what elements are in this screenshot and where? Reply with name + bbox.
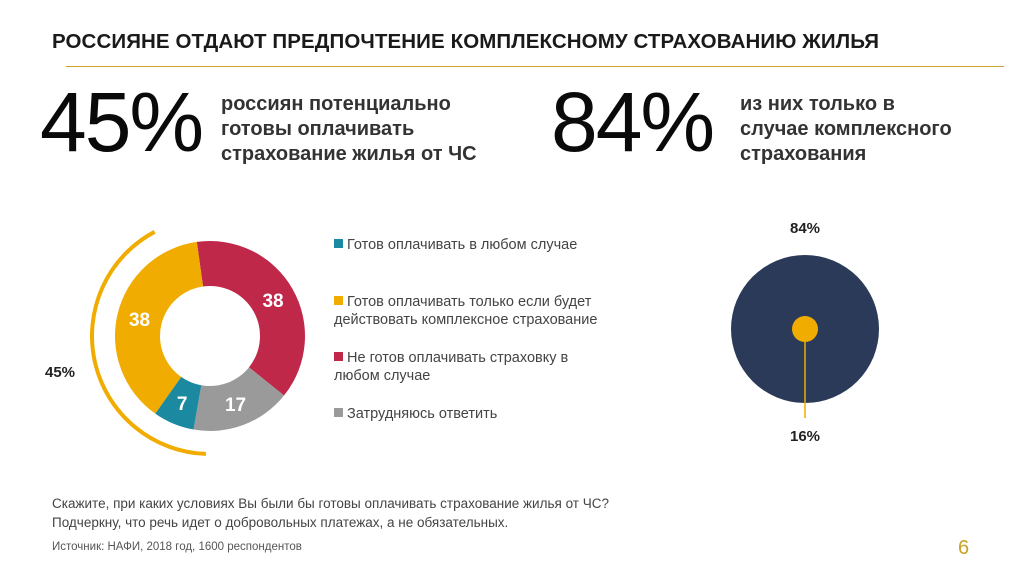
- legend-swatch: [334, 296, 343, 305]
- stat-text-line: страхования: [740, 143, 867, 165]
- bracket-arc: [90, 230, 206, 456]
- page-number: 6: [958, 537, 970, 559]
- stat-text-line: случае комплексного: [740, 118, 952, 140]
- stat-text-line: россиян потенциально: [221, 93, 451, 115]
- legend-swatch: [334, 239, 343, 248]
- legend-label: Готов оплачивать в любом случае: [347, 237, 578, 253]
- donut-value-label: 38: [262, 291, 283, 312]
- pie-value-label: 16%: [790, 428, 820, 445]
- legend-item-not-ready: Не готов оплачивать страховку в любом сл…: [334, 349, 614, 385]
- legend-swatch: [334, 352, 343, 361]
- title-underline: [66, 66, 1004, 67]
- legend-swatch: [334, 408, 343, 417]
- donut-segment-not-ready: [196, 241, 306, 396]
- legend-label: Готов оплачивать только если будет дейст…: [334, 294, 598, 328]
- legend-item-hard-to-say: Затрудняюсь ответить: [334, 405, 624, 423]
- page-title: РОССИЯНЕ ОТДАЮТ ПРЕДПОЧТЕНИЕ КОМПЛЕКСНОМ…: [52, 30, 880, 53]
- donut-value-label: 38: [129, 310, 150, 331]
- legend-label: Затрудняюсь ответить: [347, 406, 498, 422]
- stat-text-line: страхование жилья от ЧС: [221, 143, 477, 165]
- survey-note: Подчеркну, что речь идет о добровольных …: [52, 515, 509, 530]
- stat-percent-84: 84%: [551, 75, 715, 169]
- donut-value-label: 7: [177, 394, 188, 415]
- donut-segment-hard-to-say: [193, 367, 285, 431]
- legend-item-complex-only: Готов оплачивать только если будет дейст…: [334, 293, 614, 329]
- survey-question: Скажите, при каких условиях Вы были бы г…: [52, 496, 609, 511]
- stat-text-line: из них только в: [740, 93, 895, 115]
- source-note: Источник: НАФИ, 2018 год, 1600 респонден…: [52, 541, 302, 553]
- donut-segment-complex-only: [114, 241, 204, 414]
- donut-value-label: 17: [225, 395, 246, 416]
- legend-item-any-case: Готов оплачивать в любом случае: [334, 236, 624, 254]
- legend-label: Не готов оплачивать страховку в любом сл…: [334, 350, 569, 384]
- bracket-label: 45%: [45, 364, 75, 381]
- stat-text-line: готовы оплачивать: [221, 118, 415, 140]
- stat-percent-45: 45%: [40, 75, 204, 169]
- pie-slice-other: [792, 316, 818, 342]
- stat-text-45: россиян потенциально готовы оплачивать с…: [221, 92, 477, 167]
- stat-text-84: из них только в случае комплексного стра…: [740, 92, 952, 167]
- pie-value-label: 84%: [790, 220, 820, 237]
- donut-segment-any-case: [155, 376, 202, 430]
